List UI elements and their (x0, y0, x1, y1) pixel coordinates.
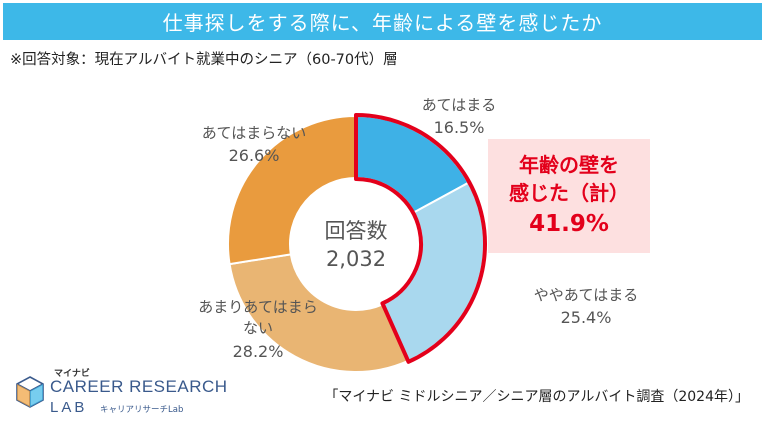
donut-slice-3 (227, 114, 357, 266)
highlight-callout: 年齢の壁を 感じた（計） 41.9% (488, 139, 650, 253)
slice-label-3: あてはまらない (202, 124, 306, 142)
slice-value-1: 25.4% (561, 308, 612, 327)
slice-value-3: 26.6% (229, 146, 280, 165)
slice-label-2-line1: あまりあてはまら (198, 298, 317, 316)
callout-line1: 年齢の壁を (519, 153, 619, 177)
slice-value-0: 16.5% (434, 118, 485, 137)
callout-line2: 感じた（計） (509, 181, 629, 205)
center-label: 回答数 (325, 219, 388, 243)
slice-label-2-line2: ない (243, 319, 273, 337)
logo-small-text: マイナビ (54, 369, 90, 379)
slice-value-2: 28.2% (233, 342, 284, 361)
highlight-outline (354, 113, 487, 364)
source-note: 「マイナビ ミドルシニア／シニア層のアルバイト調査（2024年）」 (324, 389, 749, 405)
logo-lab-text: LAB (50, 399, 88, 416)
logo-main-text: CAREER RESEARCH (50, 377, 228, 396)
slice-label-1: ややあてはまる (534, 286, 638, 304)
donut-slice-2 (228, 253, 410, 373)
logo: マイナビ CAREER RESEARCH LAB キャリアリサーチLab (14, 366, 234, 422)
callout-value: 41.9% (529, 211, 609, 237)
chart-title: 仕事探しをする際に、年齢による壁を感じたか (3, 3, 762, 40)
slice-label-0: あてはまる (422, 96, 496, 114)
center-value: 2,032 (326, 247, 386, 271)
chart-subtitle: ※回答対象：現在アルバイト就業中のシニア（60-70代）層 (10, 52, 398, 68)
logo-jp-text: キャリアリサーチLab (100, 405, 184, 415)
cube-logo-icon (16, 376, 44, 408)
